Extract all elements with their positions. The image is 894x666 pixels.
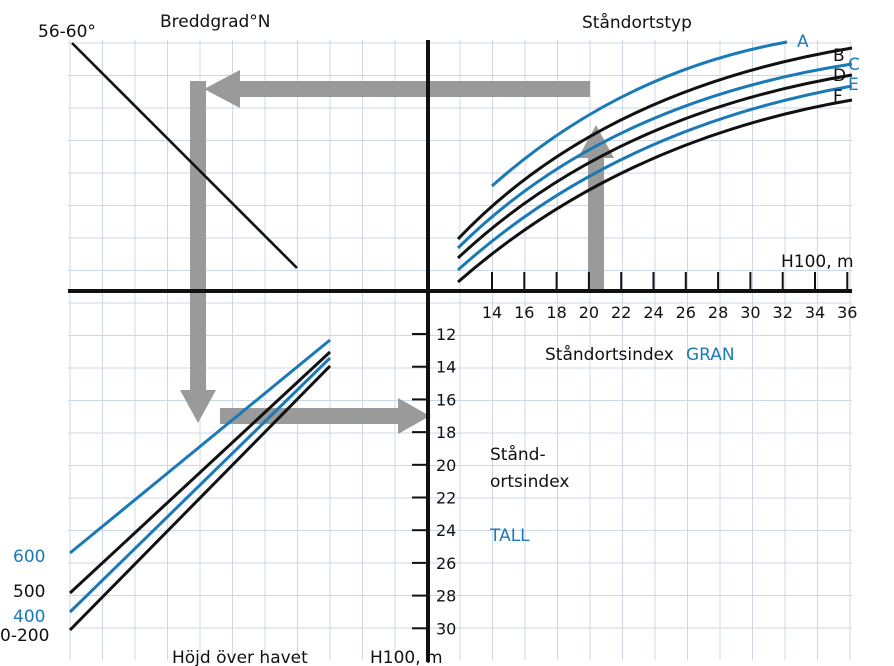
label-C: C bbox=[848, 55, 860, 75]
arrow-down-shaft bbox=[190, 81, 206, 391]
x-tick-label: 26 bbox=[676, 303, 696, 322]
arrow-right-head bbox=[398, 398, 430, 434]
h100-bottom-label: H100, m bbox=[370, 648, 443, 666]
h100-right-label: H100, m bbox=[781, 252, 854, 272]
y-tick-label: 28 bbox=[436, 587, 456, 606]
y-tick-label: 20 bbox=[436, 456, 456, 475]
x-tick-label: 14 bbox=[482, 303, 502, 322]
x-tick-label: 22 bbox=[611, 303, 631, 322]
label-A: A bbox=[797, 32, 809, 52]
tall-line-500 bbox=[68, 350, 332, 595]
y-tick-label: 30 bbox=[436, 619, 456, 638]
arrow-down-head bbox=[180, 390, 216, 423]
tall-line-400 bbox=[68, 356, 332, 614]
x-tick-label: 28 bbox=[708, 303, 728, 322]
x-tick-label: 30 bbox=[740, 303, 760, 322]
gran-label: GRAN bbox=[686, 345, 735, 365]
y-tick-label: 14 bbox=[436, 358, 456, 377]
hojd-label: Höjd över havet bbox=[172, 648, 308, 666]
x-tick-label: 24 bbox=[643, 303, 663, 322]
x-tick-label: 34 bbox=[805, 303, 825, 322]
standortstyp-title: Ståndortstyp bbox=[582, 12, 692, 33]
alt-label-0-200: 0-200 bbox=[0, 626, 49, 646]
arrow-left-head bbox=[204, 70, 240, 108]
stand-label-2: ortsindex bbox=[490, 472, 569, 492]
arrow-left-shaft bbox=[240, 81, 590, 97]
standortsindex-label: Ståndortsindex bbox=[545, 344, 674, 365]
latitude-line bbox=[71, 42, 298, 269]
x-tick-label: 20 bbox=[579, 303, 599, 322]
breddgrad-title: Breddgrad°N bbox=[160, 12, 271, 32]
y-tick-label: 26 bbox=[436, 554, 456, 573]
guide-arrows bbox=[180, 70, 614, 434]
y-axis-ticks: 12 14 16 18 20 22 24 26 28 30 bbox=[412, 325, 456, 638]
alt-label-400: 400 bbox=[13, 607, 45, 627]
stand-label-1: Stånd- bbox=[490, 444, 546, 465]
y-tick-label: 24 bbox=[436, 521, 456, 540]
y-tick-label: 22 bbox=[436, 489, 456, 508]
gran-curves bbox=[456, 40, 853, 284]
x-tick-label: 32 bbox=[773, 303, 793, 322]
latitude-corner-label: 56-60° bbox=[38, 22, 96, 42]
gran-curve-A bbox=[491, 40, 788, 188]
y-tick-label: 16 bbox=[436, 390, 456, 409]
tall-lines bbox=[68, 338, 332, 632]
label-B: B bbox=[833, 46, 845, 66]
alt-label-500: 500 bbox=[13, 582, 45, 602]
gran-curve-D bbox=[456, 73, 853, 260]
y-tick-label: 18 bbox=[436, 423, 456, 442]
tall-line-600 bbox=[69, 338, 331, 555]
label-E: E bbox=[848, 75, 859, 95]
arrow-right-shaft bbox=[220, 408, 400, 424]
label-F: F bbox=[833, 87, 843, 107]
tall-label: TALL bbox=[489, 526, 530, 546]
gran-curve-E bbox=[456, 84, 853, 272]
tall-line-0-200 bbox=[68, 364, 332, 632]
x-tick-label: 36 bbox=[837, 303, 857, 322]
gran-curve-F bbox=[457, 98, 853, 284]
y-tick-label: 12 bbox=[436, 325, 456, 344]
x-axis-ticks: 14 16 18 20 22 24 26 28 30 32 34 36 bbox=[482, 272, 857, 322]
x-tick-label: 16 bbox=[514, 303, 534, 322]
gran-curve-C bbox=[456, 62, 853, 250]
gran-curve-B bbox=[456, 46, 853, 241]
label-D: D bbox=[833, 66, 846, 86]
alt-label-600: 600 bbox=[13, 547, 45, 567]
x-tick-label: 18 bbox=[546, 303, 566, 322]
